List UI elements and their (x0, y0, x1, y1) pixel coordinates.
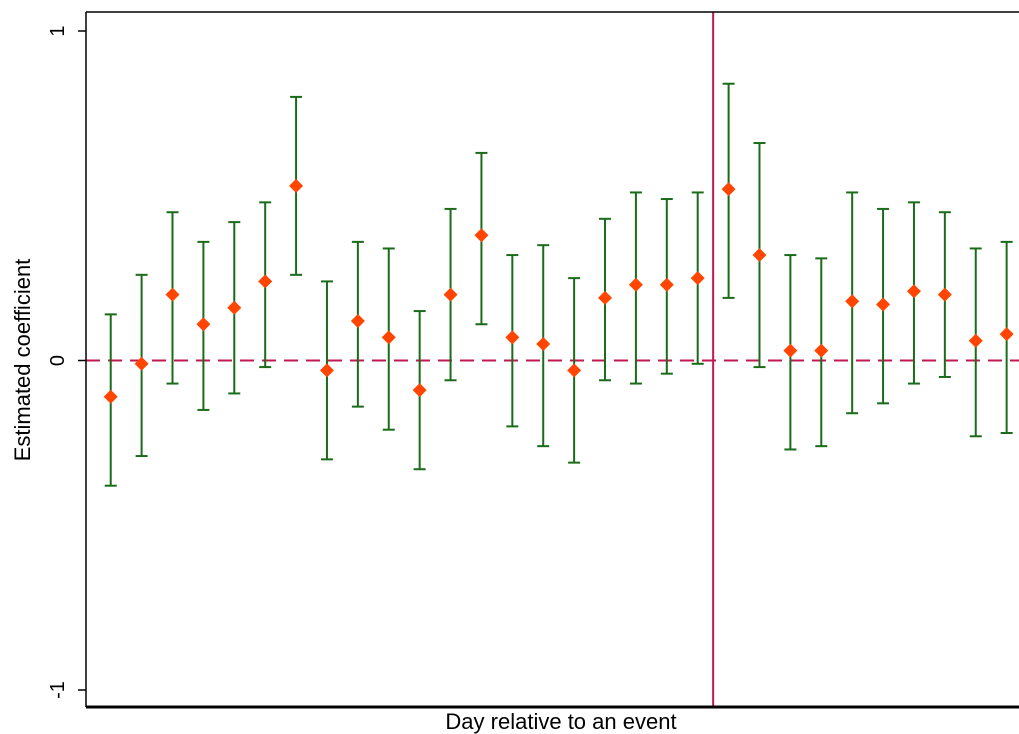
point-estimate (567, 363, 582, 378)
point-estimate (690, 271, 705, 286)
axes (85, 11, 1019, 709)
point-estimate (165, 287, 180, 302)
point-estimate (659, 277, 674, 292)
y-tick-label: -1 (47, 681, 69, 699)
point-estimate (721, 182, 736, 197)
y-tick-label: 1 (47, 25, 69, 36)
point-estimate (258, 274, 273, 289)
y-ticks: -1 0 1 (47, 25, 86, 699)
point-estimate (505, 330, 520, 345)
point-estimate (134, 356, 149, 371)
point-estimate (999, 327, 1014, 342)
point-estimate (628, 277, 643, 292)
point-estimate (350, 313, 365, 328)
point-estimate (474, 228, 489, 243)
point-estimate (289, 178, 304, 193)
point-estimate (443, 287, 458, 302)
point-estimate (876, 297, 891, 312)
point-estimate (845, 294, 860, 309)
point-estimate (412, 383, 427, 398)
y-axis-title: Estimated coefficient (10, 259, 35, 462)
point-estimate (196, 317, 211, 332)
reference-lines (86, 12, 1019, 707)
x-axis-title: Day relative to an event (445, 709, 676, 734)
point-estimate (319, 363, 334, 378)
point-estimate (814, 343, 829, 358)
point-estimate (381, 330, 396, 345)
point-estimate (968, 333, 983, 348)
y-tick-label: 0 (47, 355, 69, 366)
point-estimate (103, 389, 118, 404)
point-estimate (598, 290, 613, 305)
point-estimate (752, 248, 767, 263)
point-estimate (906, 284, 921, 299)
point-estimate (227, 300, 242, 315)
point-estimate (783, 343, 798, 358)
point-estimate (536, 337, 551, 352)
point-estimates (103, 178, 1014, 404)
point-estimate (937, 287, 952, 302)
